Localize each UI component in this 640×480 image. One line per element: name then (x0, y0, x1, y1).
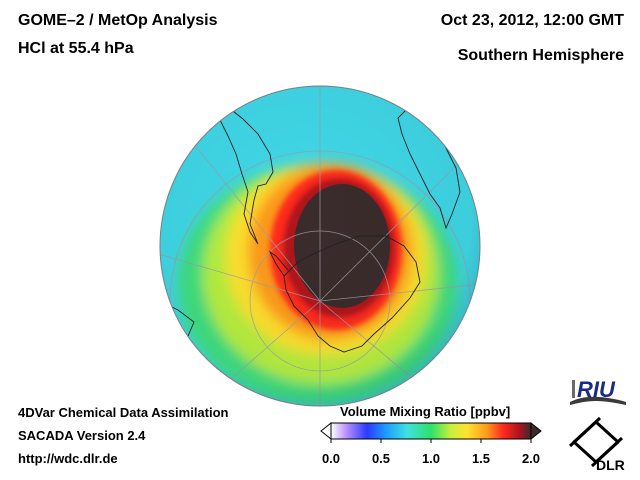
colorbar-tick-label: 2.0 (522, 451, 540, 466)
globe-shading (160, 86, 480, 406)
footer-line-2: SACADA Version 2.4 (18, 428, 146, 443)
colorbar-ticks (330, 439, 532, 443)
riu-swoosh-icon (570, 396, 626, 405)
datetime-label: Oct 23, 2012, 12:00 GMT (440, 12, 624, 29)
colorbar-tick-label: 0.0 (322, 451, 340, 466)
colorbar-tick-label: 0.5 (372, 451, 390, 466)
title-line-2: HCl at 55.4 hPa (18, 40, 134, 57)
colorbar: 0.0 0.5 1.0 1.5 2.0 (320, 421, 542, 466)
footer-url: http://wdc.dlr.de (18, 451, 118, 466)
dlr-logo-text: DLR (596, 457, 625, 472)
riu-logo-text: RIU (577, 377, 616, 402)
dlr-emblem-icon (568, 416, 624, 468)
colorbar-gradient (330, 422, 532, 440)
region-label: Southern Hemisphere (457, 47, 624, 64)
globe-map (159, 85, 481, 407)
globe-outline (159, 85, 481, 407)
colorbar-title: Volume Mixing Ratio [ppbv] (340, 404, 511, 419)
title-line-1: GOME–2 / MetOp Analysis (18, 12, 218, 29)
dlr-logo: DLR (568, 416, 625, 472)
riu-bar-icon (572, 380, 575, 398)
colorbar-tick-label: 1.0 (422, 451, 440, 466)
colorbar-min-arrow (320, 421, 332, 441)
footer-line-1: 4DVar Chemical Data Assimilation (18, 405, 229, 420)
colorbar-tick-label: 1.5 (472, 451, 490, 466)
colorbar-max-arrow (530, 421, 542, 441)
riu-logo: RIU (570, 377, 626, 405)
